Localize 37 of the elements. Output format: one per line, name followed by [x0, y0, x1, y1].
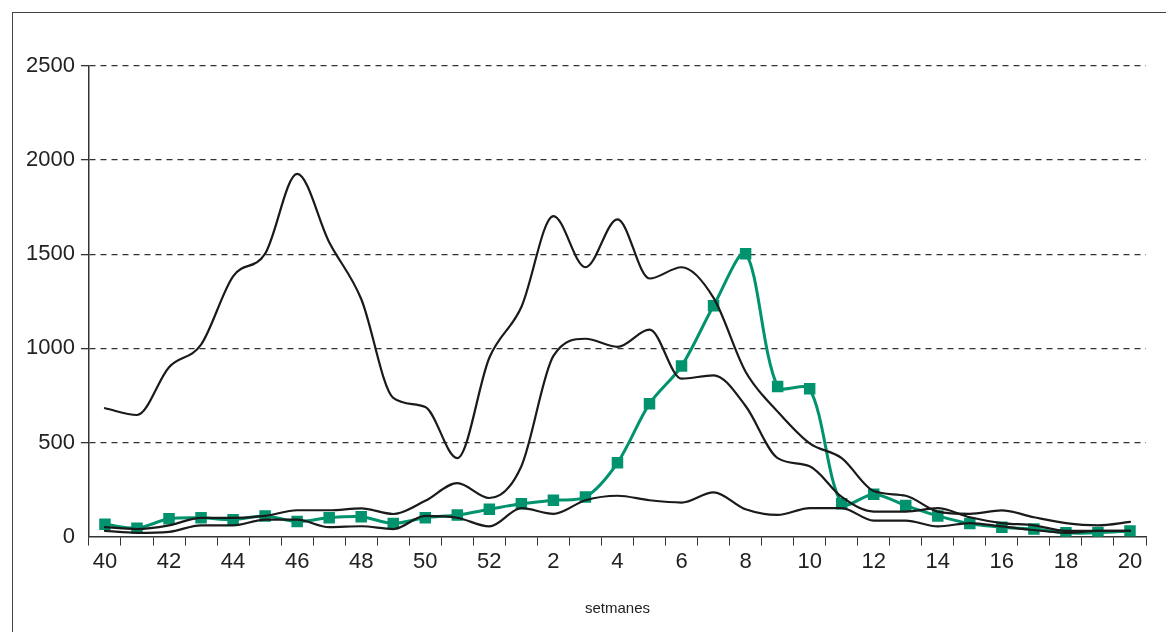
point: [611, 457, 624, 469]
point: [163, 512, 175, 525]
x-tick-label: 14: [925, 547, 951, 573]
x-tick-label: 10: [797, 547, 822, 573]
x-tick-label: 18: [1053, 547, 1079, 573]
point: [323, 512, 335, 524]
x-tick-label: 6: [675, 547, 688, 573]
x-tick-label: 50: [413, 547, 438, 573]
x-tick-label: 42: [156, 547, 182, 573]
y-tick-label: 1000: [25, 334, 75, 360]
point: [675, 360, 688, 372]
point: [355, 511, 367, 523]
y-tick-label: 2500: [25, 52, 75, 78]
x-tick-label: 8: [739, 547, 752, 573]
point: [547, 494, 560, 507]
point: [643, 397, 656, 410]
y-tick-label: 1500: [25, 240, 75, 266]
x-tick-label: 40: [92, 547, 118, 573]
x-tick-label: 52: [477, 547, 502, 573]
point: [771, 380, 784, 393]
y-tick-label: 2000: [25, 146, 75, 172]
x-tick-label: 2: [547, 547, 560, 573]
y-tick-label: 500: [38, 428, 75, 454]
point: [803, 383, 816, 395]
x-axis-title: setmanes: [584, 599, 650, 617]
point: [900, 499, 912, 512]
x-tick-label: 16: [989, 547, 1015, 573]
x-tick-label: 44: [220, 547, 246, 573]
x-tick-label: 12: [861, 547, 886, 573]
y-tick-label: 0: [62, 522, 75, 548]
point: [739, 247, 752, 260]
x-tick-label: 48: [348, 547, 374, 573]
x-tick-label: 46: [284, 547, 310, 573]
x-tick-label: 4: [611, 547, 624, 573]
point: [483, 503, 496, 516]
point: [932, 510, 944, 522]
x-tick-label: 20: [1117, 547, 1143, 573]
